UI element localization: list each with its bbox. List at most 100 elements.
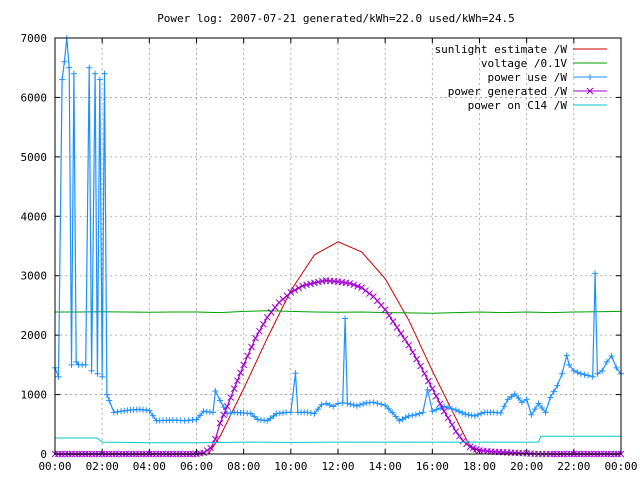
- data-point-marker: [295, 284, 303, 292]
- x-tick-label: 06:00: [180, 460, 213, 473]
- data-point-marker: [393, 324, 401, 331]
- data-point-marker: [216, 419, 224, 427]
- plot-frame: [54, 37, 622, 455]
- data-point-marker: [381, 306, 389, 313]
- y-tick-label: 3000: [21, 270, 48, 283]
- series-0: [207, 241, 478, 455]
- data-point-marker: [448, 421, 456, 429]
- legend-label: power use /W: [488, 71, 568, 84]
- data-point-marker: [377, 301, 385, 309]
- x-tick-label: 22:00: [557, 460, 590, 473]
- data-point-marker: [366, 290, 373, 297]
- data-point-marker: [373, 297, 381, 305]
- data-point-marker: [440, 407, 448, 415]
- data-point-marker: [223, 403, 231, 410]
- data-point-marker: [207, 444, 215, 452]
- data-point-marker: [469, 444, 477, 452]
- data-point-marker: [311, 279, 318, 287]
- data-point-marker: [267, 309, 275, 316]
- data-point-marker: [203, 447, 211, 454]
- data-point-marker: [252, 334, 259, 342]
- data-point-marker: [417, 362, 424, 370]
- data-point-marker: [385, 312, 393, 319]
- data-point-marker: [230, 385, 238, 392]
- series-line: [55, 279, 621, 455]
- data-point-marker: [271, 304, 279, 311]
- data-point-marker: [421, 370, 428, 377]
- data-point-marker: [234, 377, 241, 385]
- data-point-marker: [283, 292, 291, 300]
- grid: [55, 38, 621, 454]
- y-tick-label: 0: [40, 448, 47, 461]
- x-tick-label: 16:00: [416, 460, 449, 473]
- y-tick-label: 7000: [21, 32, 48, 45]
- legend-label: sunlight estimate /W: [435, 43, 568, 56]
- data-point-marker: [459, 437, 467, 445]
- data-point-marker: [220, 411, 227, 419]
- data-point-marker: [405, 341, 413, 349]
- data-point-marker: [318, 277, 326, 285]
- y-tick-label: 2000: [21, 329, 48, 342]
- y-tick-label: 1000: [21, 389, 48, 402]
- series-line: [54, 37, 622, 422]
- data-point-marker: [389, 318, 397, 325]
- data-point-marker: [263, 313, 271, 321]
- data-point-marker: [452, 428, 460, 435]
- data-point-marker: [401, 335, 409, 343]
- series-2: [52, 35, 624, 424]
- x-tick-label: 00:00: [604, 460, 637, 473]
- x-tick-label: 14:00: [369, 460, 402, 473]
- series-1: [55, 310, 622, 314]
- data-point-marker: [350, 281, 358, 289]
- data-point-marker: [362, 287, 369, 294]
- data-point-marker: [397, 330, 405, 337]
- data-point-marker: [473, 445, 480, 453]
- data-point-marker: [436, 400, 444, 408]
- data-point-marker: [358, 284, 365, 291]
- series-4: [55, 435, 621, 444]
- data-point-marker: [330, 277, 338, 285]
- x-tick-label: 20:00: [510, 460, 543, 473]
- x-tick-label: 04:00: [133, 460, 166, 473]
- data-point-marker: [256, 327, 263, 335]
- data-point-marker: [586, 87, 594, 95]
- series-line: [55, 310, 622, 314]
- data-point-marker: [444, 414, 452, 422]
- x-tick-label: 12:00: [321, 460, 354, 473]
- data-point-marker: [484, 447, 491, 455]
- data-point-marker: [456, 432, 463, 440]
- x-tick-label: 02:00: [86, 460, 119, 473]
- axes: 0 1000 2000 3000 4000 5000 6000 7000 00:00 02:00 0…: [21, 32, 638, 473]
- series-line: [207, 241, 478, 455]
- data-point-marker: [432, 392, 440, 400]
- data-point-marker: [196, 450, 204, 457]
- data-point-marker: [244, 352, 251, 360]
- y-tick-label: 4000: [21, 210, 48, 223]
- data-point-marker: [259, 320, 267, 328]
- data-point-marker: [291, 286, 299, 294]
- y-tick-label: 6000: [21, 91, 48, 104]
- data-point-marker: [507, 449, 515, 456]
- data-point-marker: [466, 443, 474, 451]
- data-point-marker: [354, 282, 362, 290]
- x-tick-label: 08:00: [227, 460, 260, 473]
- data-point-marker: [307, 280, 314, 288]
- data-point-marker: [428, 385, 436, 392]
- chart-title: Power log: 2007-07-21 generated/kWh=22.0…: [157, 12, 515, 25]
- data-point-marker: [212, 435, 219, 443]
- data-point-marker: [227, 394, 235, 401]
- legend-label: power on C14 /W: [468, 99, 568, 112]
- data-point-marker: [409, 348, 417, 356]
- data-point-marker: [425, 377, 432, 385]
- x-tick-label: 00:00: [38, 460, 71, 473]
- x-tick-label: 10:00: [274, 460, 307, 473]
- series-line: [55, 435, 621, 444]
- x-tick-label: 18:00: [463, 460, 496, 473]
- data-point-marker: [237, 369, 244, 377]
- data-point-marker: [248, 343, 255, 351]
- data-point-marker: [519, 449, 527, 457]
- data-point-marker: [299, 282, 306, 290]
- legend-label: voltage /0.1V: [481, 57, 567, 70]
